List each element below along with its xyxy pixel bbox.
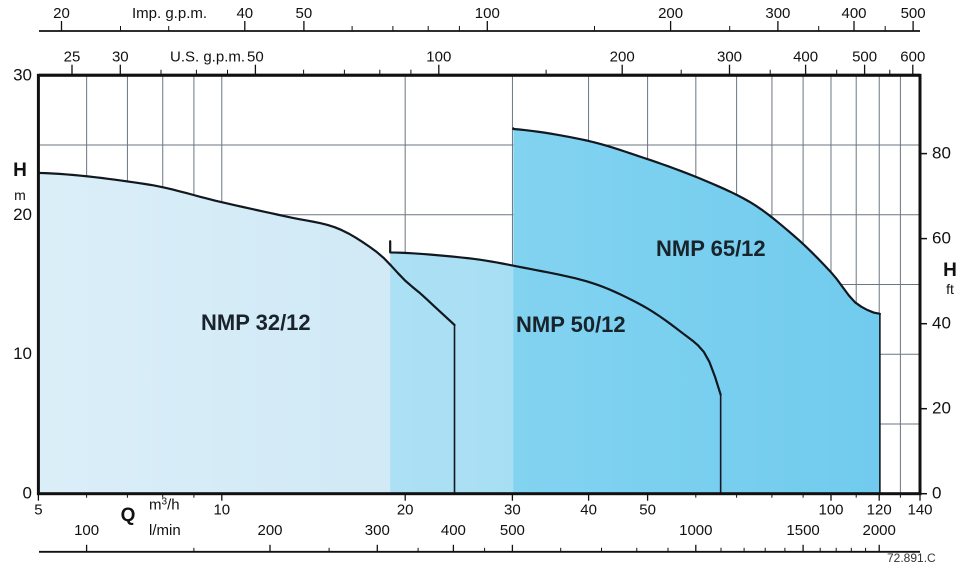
svg-text:500: 500 bbox=[852, 49, 877, 66]
svg-text:10: 10 bbox=[13, 344, 32, 363]
svg-text:120: 120 bbox=[867, 502, 892, 519]
svg-text:40: 40 bbox=[580, 502, 597, 519]
svg-text:50: 50 bbox=[296, 5, 313, 22]
svg-text:80: 80 bbox=[932, 144, 951, 163]
svg-text:0: 0 bbox=[932, 484, 941, 503]
svg-text:100: 100 bbox=[74, 522, 99, 539]
svg-text:100: 100 bbox=[818, 502, 843, 519]
svg-text:20: 20 bbox=[932, 399, 951, 418]
svg-text:400: 400 bbox=[793, 49, 818, 66]
svg-text:NMP 32/12: NMP 32/12 bbox=[201, 310, 311, 335]
svg-text:5: 5 bbox=[34, 502, 42, 519]
svg-text:25: 25 bbox=[64, 49, 81, 66]
svg-text:200: 200 bbox=[610, 49, 635, 66]
svg-text:l/min: l/min bbox=[149, 522, 181, 539]
svg-text:30: 30 bbox=[13, 65, 32, 84]
svg-text:H: H bbox=[13, 160, 27, 181]
svg-text:500: 500 bbox=[901, 5, 926, 22]
svg-text:U.S. g.p.m.: U.S. g.p.m. bbox=[170, 49, 245, 66]
svg-text:50: 50 bbox=[639, 502, 656, 519]
svg-text:2000: 2000 bbox=[863, 522, 896, 539]
svg-text:100: 100 bbox=[426, 49, 451, 66]
svg-text:400: 400 bbox=[441, 522, 466, 539]
svg-text:300: 300 bbox=[765, 5, 790, 22]
svg-text:Imp. g.p.m.: Imp. g.p.m. bbox=[132, 5, 207, 22]
svg-text:0: 0 bbox=[23, 484, 32, 503]
svg-text:30: 30 bbox=[504, 502, 521, 519]
svg-text:300: 300 bbox=[365, 522, 390, 539]
svg-text:600: 600 bbox=[900, 49, 925, 66]
svg-text:ft: ft bbox=[946, 281, 954, 297]
svg-text:100: 100 bbox=[475, 5, 500, 22]
svg-text:400: 400 bbox=[841, 5, 866, 22]
svg-text:500: 500 bbox=[500, 522, 525, 539]
svg-text:NMP 50/12: NMP 50/12 bbox=[516, 312, 626, 337]
svg-text:72.891.C: 72.891.C bbox=[887, 551, 936, 565]
svg-text:10: 10 bbox=[213, 502, 230, 519]
svg-text:1500: 1500 bbox=[786, 522, 819, 539]
svg-text:1000: 1000 bbox=[679, 522, 712, 539]
svg-text:40: 40 bbox=[932, 314, 951, 333]
svg-text:H: H bbox=[943, 260, 957, 281]
svg-text:30: 30 bbox=[112, 49, 129, 66]
svg-text:NMP 65/12: NMP 65/12 bbox=[656, 236, 766, 261]
svg-text:20: 20 bbox=[397, 502, 414, 519]
svg-text:200: 200 bbox=[658, 5, 683, 22]
svg-text:140: 140 bbox=[907, 502, 932, 519]
svg-text:300: 300 bbox=[717, 49, 742, 66]
svg-text:50: 50 bbox=[247, 49, 264, 66]
svg-text:Q: Q bbox=[121, 505, 136, 526]
svg-text:m: m bbox=[14, 187, 26, 203]
svg-text:20: 20 bbox=[13, 205, 32, 224]
svg-text:60: 60 bbox=[932, 229, 951, 248]
svg-text:20: 20 bbox=[53, 5, 70, 22]
svg-text:40: 40 bbox=[236, 5, 253, 22]
svg-text:200: 200 bbox=[257, 522, 282, 539]
